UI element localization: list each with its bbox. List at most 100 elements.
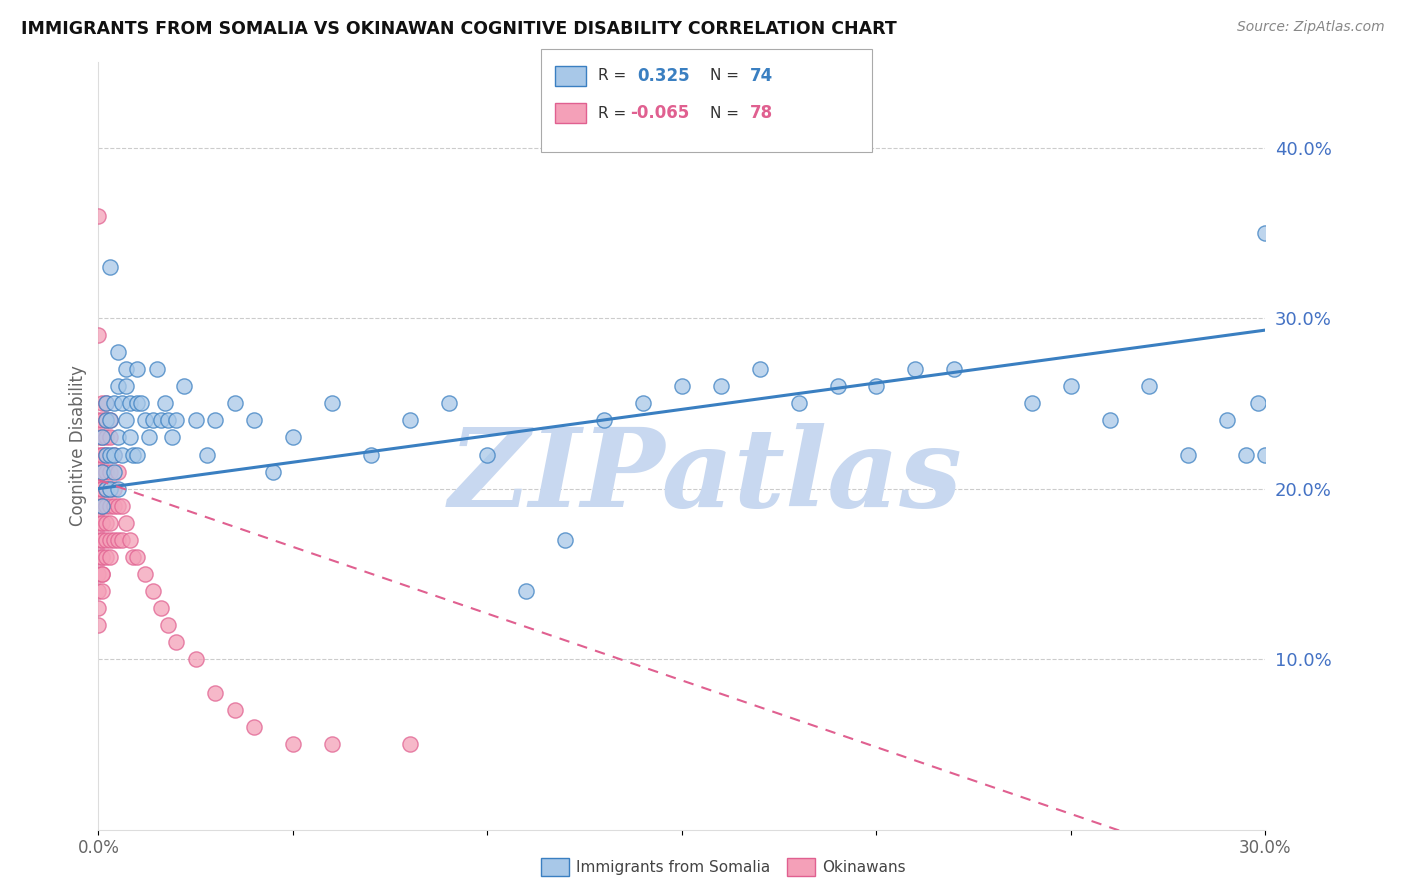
Point [91, 499, 114, 513]
Point [1098, 413, 1121, 427]
Point [87, 583, 110, 598]
Point [127, 362, 149, 376]
Point [554, 533, 576, 547]
Point [1215, 413, 1237, 427]
Point [103, 448, 125, 462]
Point [153, 396, 176, 410]
Point [87, 413, 110, 427]
Point [1246, 396, 1268, 410]
Point [134, 413, 156, 427]
Point [87, 499, 110, 513]
Point [321, 396, 343, 410]
Point [593, 413, 616, 427]
Point [87, 482, 110, 496]
Point [157, 413, 180, 427]
Point [87, 448, 110, 462]
Point [98, 549, 121, 564]
Point [91, 549, 114, 564]
Point [943, 362, 966, 376]
Point [87, 328, 110, 343]
Point [157, 618, 180, 632]
Point [91, 430, 114, 444]
Point [91, 499, 114, 513]
Point [127, 396, 149, 410]
Point [515, 583, 537, 598]
Point [122, 448, 145, 462]
Point [91, 516, 114, 530]
Point [631, 396, 654, 410]
Point [87, 430, 110, 444]
Point [98, 430, 121, 444]
Point [98, 499, 121, 513]
Text: IMMIGRANTS FROM SOMALIA VS OKINAWAN COGNITIVE DISABILITY CORRELATION CHART: IMMIGRANTS FROM SOMALIA VS OKINAWAN COGN… [21, 20, 897, 37]
Point [107, 465, 129, 479]
Point [98, 465, 121, 479]
Point [87, 618, 110, 632]
Point [87, 601, 110, 615]
Point [865, 379, 887, 393]
Text: 0.325: 0.325 [637, 67, 689, 85]
Point [91, 448, 114, 462]
Text: Immigrants from Somalia: Immigrants from Somalia [576, 860, 770, 874]
Point [787, 396, 810, 410]
Point [398, 737, 420, 751]
Point [103, 465, 125, 479]
Point [477, 448, 499, 462]
Point [98, 482, 121, 496]
Point [91, 499, 114, 513]
Point [118, 430, 141, 444]
Point [262, 465, 284, 479]
Point [91, 413, 114, 427]
Point [671, 379, 693, 393]
Point [91, 465, 114, 479]
Point [103, 448, 125, 462]
Point [98, 482, 121, 496]
Point [96, 533, 118, 547]
Point [114, 516, 136, 530]
Point [91, 566, 114, 581]
Point [122, 549, 145, 564]
Text: 78: 78 [749, 104, 772, 122]
Point [149, 413, 172, 427]
Point [96, 396, 118, 410]
Point [1021, 396, 1043, 410]
Point [91, 465, 114, 479]
Point [96, 482, 118, 496]
Point [111, 499, 134, 513]
Point [114, 362, 136, 376]
Point [184, 652, 207, 666]
Point [103, 499, 125, 513]
Point [437, 396, 460, 410]
Point [146, 362, 169, 376]
Point [98, 533, 121, 547]
Point [111, 448, 134, 462]
Text: R =: R = [598, 69, 631, 83]
Point [98, 413, 121, 427]
Point [165, 413, 187, 427]
Text: R =: R = [598, 106, 631, 120]
Point [87, 465, 110, 479]
Point [204, 686, 226, 700]
Point [111, 396, 134, 410]
Point [118, 396, 141, 410]
Point [142, 413, 165, 427]
Point [91, 465, 114, 479]
Point [1060, 379, 1083, 393]
Text: N =: N = [710, 69, 744, 83]
Point [111, 533, 134, 547]
Point [107, 379, 129, 393]
Point [321, 737, 343, 751]
Point [91, 533, 114, 547]
Point [98, 413, 121, 427]
Point [1137, 379, 1160, 393]
Point [142, 583, 165, 598]
Point [91, 549, 114, 564]
Point [96, 448, 118, 462]
Point [107, 533, 129, 547]
Point [127, 448, 149, 462]
Point [107, 430, 129, 444]
Text: N =: N = [710, 106, 744, 120]
Point [1234, 448, 1257, 462]
Point [91, 482, 114, 496]
Point [91, 430, 114, 444]
